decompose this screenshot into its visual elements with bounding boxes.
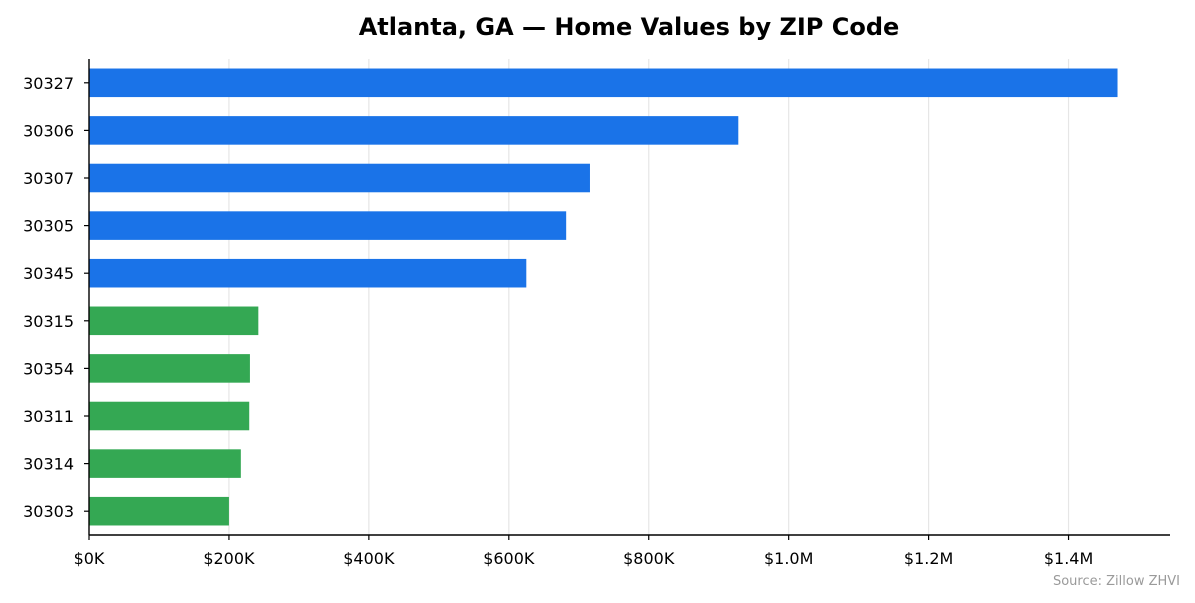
y-tick-label: 30305 (23, 217, 74, 236)
y-tick-labels: 30327 30306 30307 30305 30345 30315 30354 30311… (23, 74, 74, 521)
bar-30315 (89, 306, 259, 336)
y-tick-label: 30303 (23, 502, 74, 521)
x-tick-label: $200K (203, 549, 255, 568)
x-tick-label: $1.2M (904, 549, 953, 568)
y-tick-label: 30307 (23, 169, 74, 188)
y-tick-label: 30327 (23, 74, 74, 93)
bar-30314 (89, 449, 241, 478)
bar-30327 (89, 68, 1118, 98)
x-tick-label: $800K (623, 549, 675, 568)
x-tick-label: $600K (483, 549, 535, 568)
y-tick-label: 30315 (23, 312, 74, 331)
bar-30345 (89, 258, 527, 288)
y-tick-label: 30345 (23, 264, 74, 283)
x-tick-label: $1.0M (764, 549, 813, 568)
x-tick-label: $0K (74, 549, 105, 568)
chart-title: Atlanta, GA — Home Values by ZIP Code (359, 13, 900, 41)
axes (84, 59, 1170, 540)
x-tick-label: $400K (343, 549, 395, 568)
bar-30354 (89, 354, 250, 383)
bars (89, 68, 1118, 526)
y-tick-label: 30354 (23, 359, 74, 378)
source-note: Source: Zillow ZHVI (1053, 574, 1180, 589)
x-tick-label: $1.4M (1044, 549, 1093, 568)
bar-30307 (89, 163, 590, 193)
x-tick-labels: $0K $200K $400K $600K $800K $1.0M $1.2M $1.4M (74, 549, 1094, 568)
bar-30303 (89, 496, 229, 526)
y-tick-label: 30314 (23, 455, 74, 474)
bar-30311 (89, 401, 250, 431)
y-tick-label: 30306 (23, 121, 74, 140)
y-tick-label: 30311 (23, 407, 74, 426)
bar-30306 (89, 116, 739, 145)
bar-30305 (89, 211, 567, 240)
